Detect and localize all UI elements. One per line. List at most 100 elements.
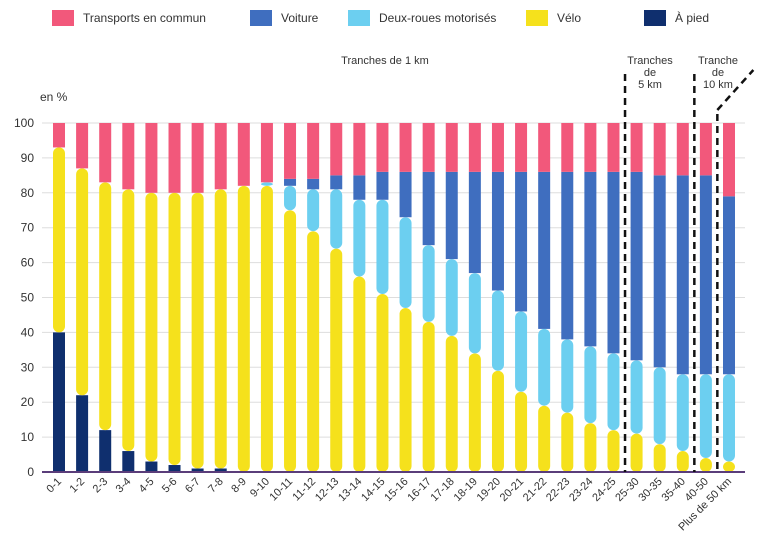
y-tick-label: 80 — [21, 186, 35, 200]
legend: Transports en commun Voiture Deux-roues mo… — [52, 8, 752, 30]
bar-velo-1-2 — [76, 168, 89, 396]
bar-a-pied-5-6 — [168, 465, 181, 472]
bar-velo-11-12 — [307, 231, 320, 472]
bar-velo-5-6 — [168, 192, 181, 466]
legend-item-deux-roues-motorises: Deux-roues motorisés — [348, 8, 496, 28]
y-tick-label: 70 — [21, 221, 35, 235]
bar-a-pied-1-2 — [76, 395, 89, 472]
x-tick-label: 7-8 — [206, 476, 226, 496]
bar-transports-en-commun-18-19 — [468, 123, 481, 172]
annotation-5km-line1: Tranches — [627, 55, 673, 67]
bar-voiture-24-25 — [607, 171, 620, 354]
y-axis-label: en % — [40, 90, 68, 104]
annotation-5km-line3: 5 km — [638, 79, 662, 91]
x-tick-label: 22-23 — [544, 476, 572, 504]
bar-velo-15-16 — [399, 307, 412, 472]
x-tick-label: 8-9 — [229, 476, 249, 496]
bar-velo-19-20 — [491, 370, 504, 472]
annotation-10km: Tranche de 10 km — [690, 55, 746, 91]
legend-swatch — [250, 10, 272, 26]
bar-voiture-19-20 — [491, 171, 504, 291]
bar-deux-roues-motorises-21-22 — [538, 328, 551, 406]
bar-voiture-20-21 — [515, 171, 528, 312]
bar-deux-roues-motorises-20-21 — [515, 311, 528, 392]
bar-deux-roues-motorises-19-20 — [491, 290, 504, 371]
bar-voiture-35-40 — [676, 175, 689, 375]
y-tick-label: 30 — [21, 360, 35, 374]
bar-velo-14-15 — [376, 294, 389, 472]
bar-voiture-25-30 — [630, 171, 643, 361]
bar-deux-roues-motorises-30-35 — [653, 367, 666, 445]
bar-voiture-18-19 — [468, 171, 481, 274]
legend-swatch — [526, 10, 548, 26]
bar-transports-en-commun-14-15 — [376, 123, 389, 172]
annotation-10km-line3: 10 km — [703, 79, 733, 91]
legend-label: À pied — [675, 11, 710, 25]
bar-transports-en-commun-1-2 — [76, 123, 89, 169]
bar-transports-en-commun-9-10 — [260, 123, 273, 183]
bar-velo-24-25 — [607, 430, 620, 472]
x-tick-label: 1-2 — [67, 476, 87, 496]
bar-deux-roues-motorises-16-17 — [422, 245, 435, 322]
x-tick-label: 21-22 — [521, 476, 549, 504]
bar-transports-en-commun-4-5 — [145, 123, 158, 193]
bar-voiture-15-16 — [399, 171, 412, 218]
legend-label: Vélo — [557, 11, 582, 25]
y-tick-label: 10 — [21, 430, 35, 444]
bar-velo-8-9 — [237, 185, 250, 472]
y-tick-label: 50 — [21, 291, 35, 305]
bar-velo-9-10 — [260, 185, 273, 472]
legend-swatch — [52, 10, 74, 26]
bar-deux-roues-motorises-10-11 — [284, 185, 297, 211]
bar-transports-en-commun-25-30 — [630, 123, 643, 172]
bar-deux-roues-motorises-18-19 — [468, 273, 481, 354]
annotation-10km-line2: de — [711, 67, 725, 79]
y-tick-label: 60 — [21, 256, 35, 270]
bar-voiture-13-14 — [353, 175, 366, 200]
bar-transports-en-commun-11-12 — [307, 123, 320, 179]
bar-velo-25-30 — [630, 433, 643, 472]
bar-transports-en-commun-23-24 — [584, 123, 597, 172]
x-tick-label: 30-35 — [636, 476, 664, 504]
bar-voiture-23-24 — [584, 171, 597, 347]
bar-velo-30-35 — [653, 444, 666, 472]
bar-velo-13-14 — [353, 276, 366, 472]
bar-deux-roues-motorises-25-30 — [630, 360, 643, 434]
bar-transports-en-commun-35-40 — [676, 123, 689, 176]
bar-a-pied-0-1 — [53, 332, 65, 472]
legend-swatch — [348, 10, 370, 26]
x-tick-label: 2-3 — [91, 476, 111, 496]
x-tick-label: 19-20 — [475, 476, 503, 504]
bar-deux-roues-motorises-40-50 — [699, 374, 712, 459]
legend-item-voiture: Voiture — [250, 8, 318, 28]
bar-a-pied-3-4 — [122, 451, 135, 472]
bar-transports-en-commun-15-16 — [399, 123, 412, 172]
y-tick-label: 90 — [21, 151, 35, 165]
bar-transports-en-commun-10-11 — [284, 123, 297, 179]
bar-deux-roues-motorises-13-14 — [353, 199, 366, 277]
bar-transports-en-commun-2-3 — [99, 123, 112, 183]
bar-transports-en-commun-13-14 — [353, 123, 366, 176]
x-tick-label: 25-30 — [613, 476, 641, 504]
annotation-5km-line2: de — [643, 67, 657, 79]
bar-voiture-21-22 — [538, 171, 551, 329]
bar-velo-plus-de-50-km — [723, 461, 735, 472]
bar-velo-23-24 — [584, 423, 597, 472]
x-tick-label: 5-6 — [160, 476, 180, 496]
bar-voiture-14-15 — [376, 171, 389, 200]
legend-label: Deux-roues motorisés — [379, 11, 497, 25]
y-tick-label: 0 — [27, 465, 34, 479]
bar-voiture-11-12 — [307, 178, 320, 190]
bar-transports-en-commun-3-4 — [122, 123, 135, 190]
x-tick-label: 23-24 — [567, 476, 595, 504]
bar-voiture-40-50 — [699, 175, 712, 375]
x-tick-label: 12-13 — [313, 476, 341, 504]
annotation-1km: Tranches de 1 km — [341, 55, 429, 67]
bar-transports-en-commun-16-17 — [422, 123, 435, 172]
bar-voiture-30-35 — [653, 175, 666, 368]
bar-transports-en-commun-plus-de-50-km — [723, 123, 735, 197]
bar-velo-10-11 — [284, 210, 297, 472]
bar-a-pied-6-7 — [191, 468, 204, 472]
bar-transports-en-commun-5-6 — [168, 123, 181, 193]
